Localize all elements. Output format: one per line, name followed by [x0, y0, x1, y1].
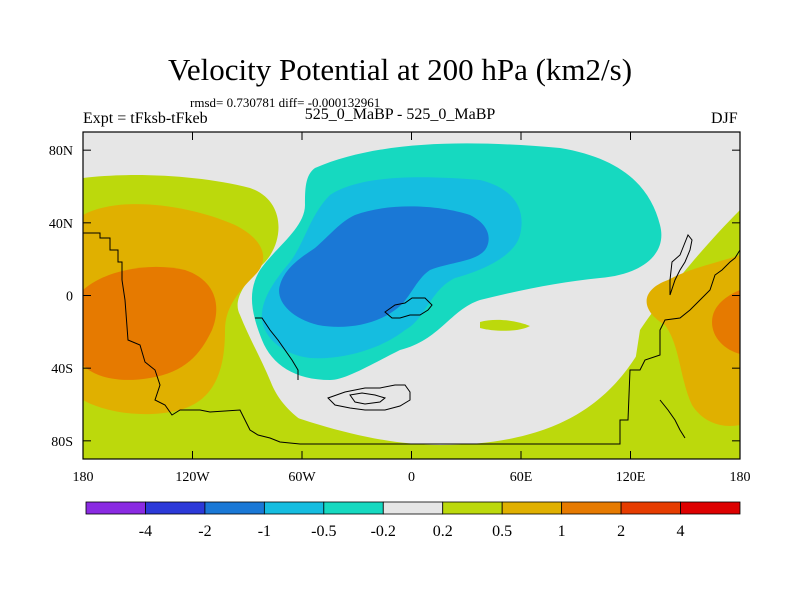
coastline-australia-south — [659, 399, 686, 439]
colorbar-label: -4 — [139, 523, 152, 540]
y-tick-label: 40S — [51, 362, 73, 377]
stats-label: rmsd= 0.730781 diff= -0.000132961 — [190, 95, 381, 110]
x-tick-label: 120E — [616, 470, 646, 485]
colorbar-label: 1 — [558, 523, 566, 540]
colorbar-swatch-9 — [620, 501, 681, 515]
contour-band-0.5-1-east — [646, 255, 740, 426]
coastline-antarctic-peninsula — [327, 384, 411, 411]
contour-fill-layer — [83, 132, 740, 459]
coastline-australia — [669, 234, 693, 296]
axes-layer: 180 120W 60W 0 60E 120E 180 80N 40N 0 40S 80S — [49, 132, 751, 485]
colorbar-swatch-3 — [263, 501, 325, 515]
y-tick-label: 80N — [49, 144, 73, 159]
contour-band-1-2-west — [83, 266, 217, 380]
colorbar-swatch-10 — [680, 501, 741, 515]
coastline-layer — [83, 232, 741, 445]
x-tick-label: 180 — [730, 470, 751, 485]
colorbar-label: 2 — [617, 523, 625, 540]
contour-band-1-2-east — [712, 290, 740, 354]
x-tick-label: 180 — [73, 470, 94, 485]
colorbar-swatch-5 — [382, 501, 444, 515]
colorbar-label: 0.2 — [433, 523, 453, 540]
colorbar: -4 -2 -1 -0.5 -0.2 0.2 0.5 1 2 4 — [85, 501, 741, 540]
colorbar-label: 4 — [677, 523, 685, 540]
season-label: DJF — [711, 110, 738, 127]
contour-band-neg1-neg2 — [279, 206, 489, 327]
x-tick-label: 0 — [408, 470, 415, 485]
experiment-label: Expt = tFksb-tFkeb — [83, 110, 208, 127]
colorbar-label: -0.2 — [371, 523, 396, 540]
colorbar-swatch-8 — [561, 501, 622, 515]
colorbar-swatch-7 — [501, 501, 563, 515]
colorbar-swatch-4 — [323, 501, 384, 515]
y-tick-label: 0 — [66, 290, 73, 305]
coastline-americas — [83, 232, 741, 445]
coastline-africa — [384, 297, 433, 319]
x-tick-label: 60W — [288, 470, 316, 485]
colorbar-label: 0.5 — [492, 523, 512, 540]
chart-title: Velocity Potential at 200 hPa (km2/s) — [167, 52, 633, 87]
colorbar-swatch-2 — [204, 501, 265, 515]
x-tick-label: 60E — [510, 470, 533, 485]
colorbar-label: -0.5 — [311, 523, 336, 540]
colorbar-label: -2 — [198, 523, 211, 540]
case-label: 525_0_MaBP - 525_0_MaBP — [304, 106, 496, 123]
y-tick-label: 80S — [51, 435, 73, 450]
colorbar-swatch-1 — [145, 501, 206, 515]
x-tick-label: 120W — [175, 470, 210, 485]
colorbar-swatch-0 — [85, 501, 146, 515]
coastline-antarctic-inner — [349, 392, 387, 405]
contour-band-neg0.2-neg0.5-small — [480, 319, 530, 331]
colorbar-swatch-6 — [442, 501, 503, 515]
y-tick-label: 40N — [49, 217, 73, 232]
colorbar-label: -1 — [258, 523, 271, 540]
coastline-andes — [255, 317, 299, 380]
